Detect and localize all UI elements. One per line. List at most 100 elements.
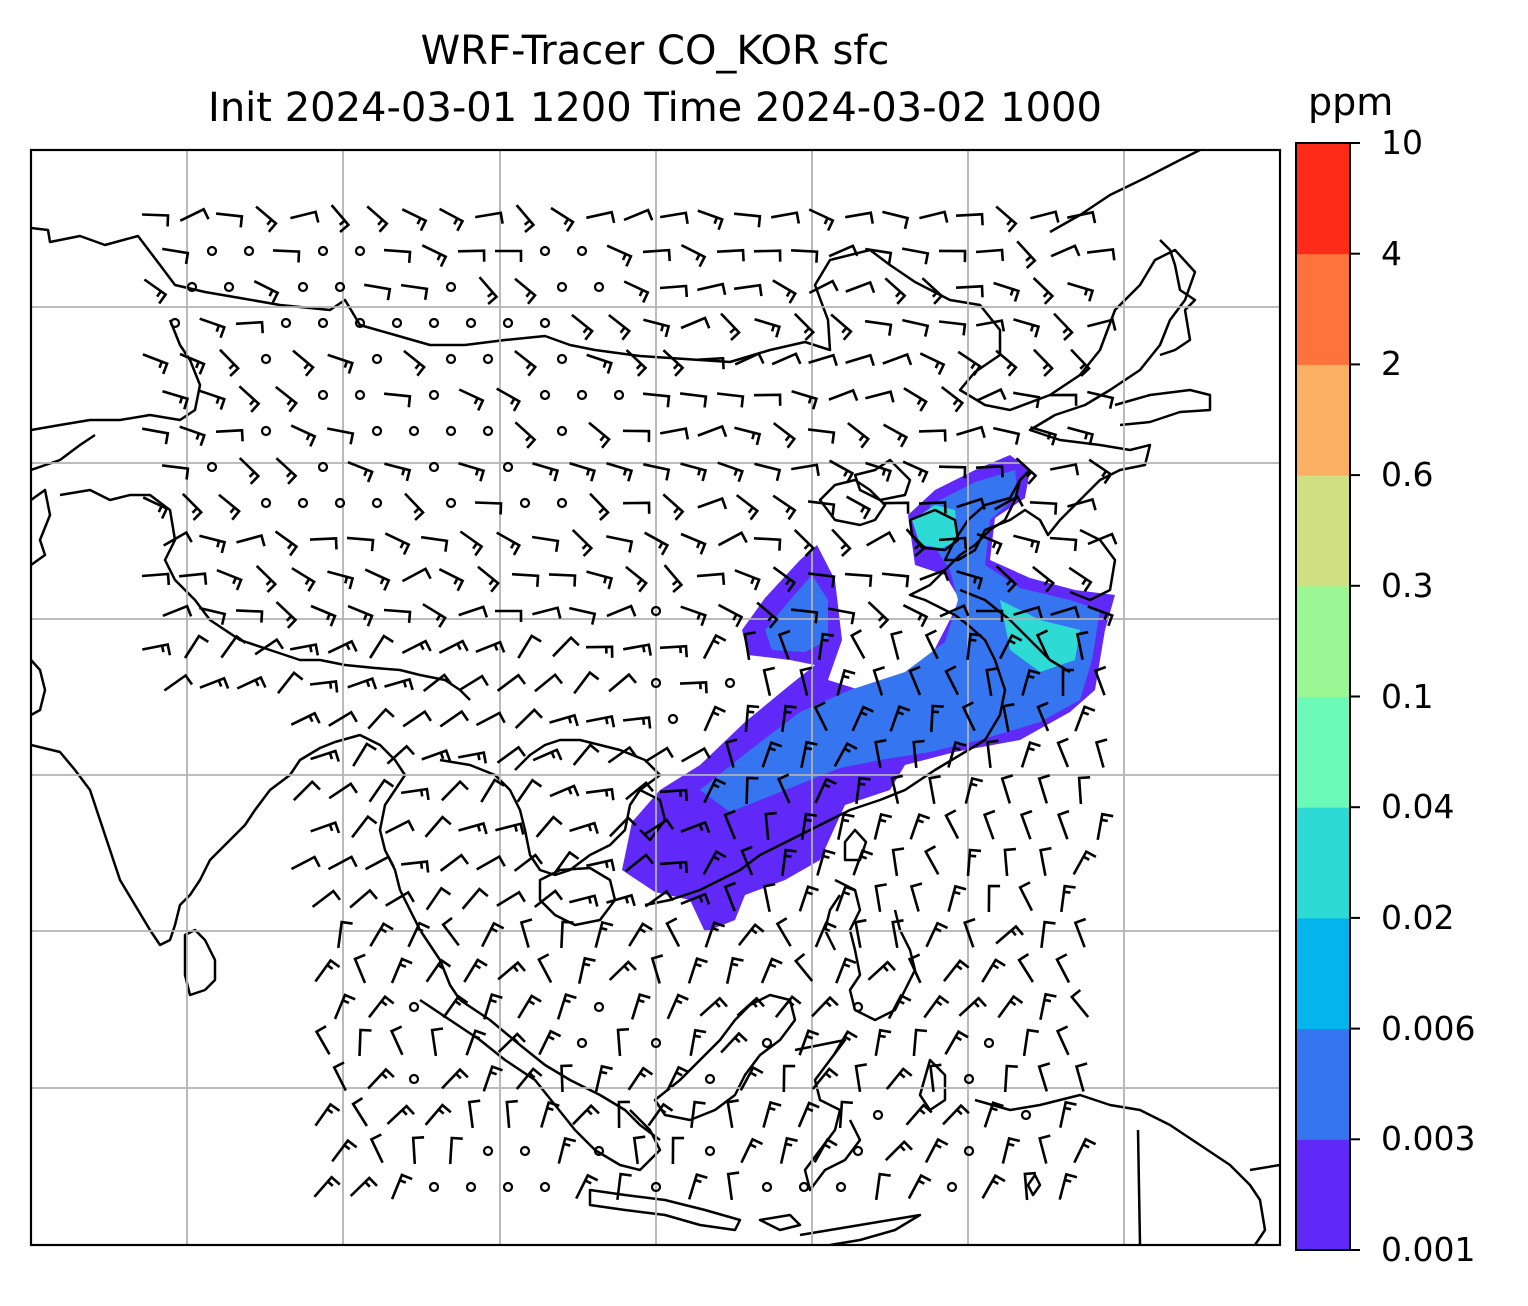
colorbar-segment — [1296, 253, 1350, 365]
wind-barb — [905, 528, 926, 557]
wind-barb — [659, 427, 690, 440]
wind-barb — [569, 461, 597, 482]
wind-barb — [548, 573, 577, 587]
wind-barb — [272, 249, 301, 263]
wind-barb — [1019, 809, 1033, 840]
wind-barb — [586, 570, 614, 590]
wind-barb — [390, 957, 413, 984]
wind-barb — [1012, 391, 1041, 409]
wind-barb — [872, 666, 885, 696]
wind-barb — [384, 462, 412, 482]
wind-barb — [956, 570, 984, 590]
wind-barb — [368, 778, 395, 803]
wind-barb — [628, 922, 653, 947]
wind-barb-calm — [428, 317, 440, 329]
wind-barb — [549, 713, 579, 727]
wind-barb — [422, 603, 447, 628]
wind-barb-calm — [798, 1181, 810, 1193]
wind-barb — [1086, 247, 1116, 261]
wind-barb-calm — [852, 1001, 864, 1013]
wind-barb — [807, 500, 836, 516]
wind-barb — [571, 528, 594, 557]
wind-barb-calm — [408, 1073, 420, 1085]
wind-barb — [697, 282, 727, 296]
wind-barb — [774, 994, 802, 1019]
wind-barb — [882, 210, 910, 230]
wind-barb — [736, 996, 765, 1017]
wind-barb — [569, 821, 599, 834]
wind-barb — [680, 605, 707, 627]
wind-barb — [161, 247, 190, 265]
wind-barb-calm — [704, 1073, 716, 1085]
wind-barb — [535, 815, 563, 838]
wind-barb — [687, 956, 708, 984]
wind-barb — [235, 320, 264, 334]
wind-barb — [534, 672, 564, 693]
wind-barb — [642, 248, 671, 262]
wind-barb — [1056, 809, 1070, 840]
wind-barb — [793, 528, 816, 557]
wind-barb — [835, 957, 857, 984]
wind-barb-calm — [576, 389, 588, 401]
wind-barb-calm — [650, 1181, 662, 1193]
wind-barb — [793, 952, 814, 982]
wind-barb-calm — [280, 317, 292, 329]
wind-barb — [332, 1061, 347, 1092]
wind-barb — [912, 739, 925, 769]
wind-barb — [238, 457, 261, 485]
wind-barb — [756, 601, 779, 629]
wind-barb — [1029, 501, 1058, 515]
wind-barb — [814, 777, 837, 804]
wind-barb-calm — [502, 461, 514, 473]
wind-barb — [644, 818, 674, 836]
wind-barb-calm — [556, 353, 568, 365]
wind-barb — [1023, 1171, 1036, 1201]
wind-barb — [798, 1029, 820, 1056]
wind-barb — [465, 1029, 487, 1056]
wind-barb — [659, 860, 688, 874]
wind-barb-calm — [334, 281, 346, 293]
wind-barb — [625, 349, 648, 377]
wind-barb — [981, 1173, 1006, 1199]
wind-barb — [902, 318, 930, 337]
wind-barb — [790, 608, 819, 624]
wind-barb — [448, 1136, 463, 1165]
wind-barb-calm — [593, 1145, 605, 1157]
wind-barb — [474, 501, 503, 515]
wind-barb — [808, 208, 835, 232]
wind-barb — [367, 994, 395, 1019]
wind-barb — [461, 887, 489, 910]
wind-barb — [369, 922, 394, 947]
wind-barb — [163, 530, 193, 547]
wind-barb — [276, 670, 304, 695]
wind-barb — [1070, 348, 1091, 377]
wind-barb — [199, 676, 230, 689]
wind-barb — [754, 317, 782, 338]
wind-barb — [779, 1136, 798, 1164]
wind-barb-calm — [539, 1181, 551, 1193]
wind-barb — [327, 353, 354, 374]
wind-barb — [459, 530, 484, 557]
wind-barb — [514, 277, 537, 305]
wind-barb — [1030, 426, 1058, 446]
wind-barb — [616, 1027, 630, 1057]
wind-barb — [995, 924, 1024, 945]
wind-barb — [735, 494, 760, 521]
wind-barb-calm — [371, 497, 383, 509]
wind-barb — [254, 637, 284, 656]
wind-barb — [947, 740, 967, 768]
wind-barb — [739, 1065, 764, 1092]
wind-barb — [966, 848, 982, 877]
wind-barb — [353, 953, 367, 984]
wind-barb — [560, 920, 574, 949]
wind-barb — [866, 530, 896, 547]
wind-barb — [1021, 668, 1041, 696]
wind-barb — [1093, 665, 1107, 696]
wind-barb — [1032, 277, 1055, 305]
colorbar-segment — [1296, 1139, 1350, 1251]
wind-barb — [734, 351, 765, 366]
colorbar-tick-label: 10 — [1381, 123, 1423, 162]
wind-barb-calm — [408, 1001, 420, 1013]
wind-barb — [647, 1102, 674, 1127]
wind-barb — [292, 779, 321, 802]
